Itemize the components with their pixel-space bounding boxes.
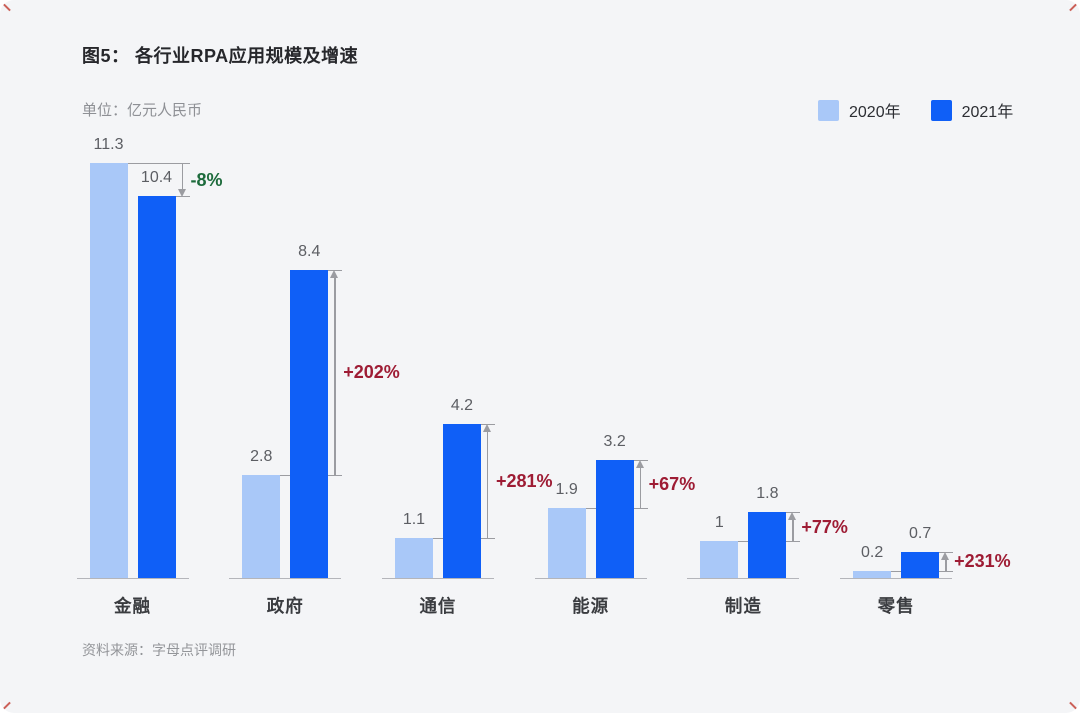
category-label-government: 政府: [266, 596, 304, 616]
growth-arrowhead-icon: [177, 189, 186, 198]
value-label-2020-manufacturing: 1: [714, 514, 724, 532]
source-note: 资料来源：字母点评调研: [82, 642, 236, 658]
bar-2020-telecom: [394, 537, 433, 578]
category-label-energy: 能源: [572, 596, 610, 616]
growth-arrow-government: [334, 276, 336, 476]
axis-baseline-finance: [76, 578, 189, 579]
legend-label-2021: 2021年: [961, 104, 1014, 121]
axis-baseline-government: [229, 578, 342, 579]
value-label-2021-retail: 0.7: [908, 525, 932, 543]
legend-swatch-2020-icon: [818, 99, 839, 121]
growth-label-manufacturing: +77%: [801, 516, 848, 537]
bar-2020-retail: [853, 570, 892, 578]
growth-arrowhead-icon: [635, 460, 644, 469]
legend-item-2021: 2021年: [930, 98, 1014, 122]
bar-2020-energy: [547, 508, 586, 578]
growth-label-government: +202%: [343, 362, 400, 383]
growth-arrow-manufacturing: [792, 518, 794, 542]
value-label-2020-retail: 0.2: [860, 543, 884, 561]
bar-2021-government: [290, 269, 329, 578]
category-label-finance: 金融: [114, 596, 151, 616]
legend-swatch-2021-icon: [930, 99, 952, 121]
growth-arrowhead-icon: [482, 423, 491, 432]
bar-2020-government: [242, 475, 281, 578]
axis-baseline-manufacturing: [687, 578, 800, 579]
growth-label-finance: -8%: [190, 169, 223, 190]
value-label-2021-telecom: 4.2: [450, 396, 474, 414]
category-label-manufacturing: 制造: [724, 596, 762, 616]
growth-label-telecom: +281%: [495, 470, 553, 491]
bar-2021-retail: [901, 552, 940, 578]
growth-label-energy: +67%: [648, 474, 696, 495]
growth-arrow-retail: [945, 559, 947, 571]
growth-arrow-finance: [181, 163, 183, 190]
axis-baseline-telecom: [381, 578, 494, 579]
bar-2021-energy: [595, 460, 634, 578]
value-label-2021-finance: 10.4: [140, 169, 173, 187]
bar-2021-manufacturing: [748, 511, 787, 578]
growth-arrow-energy: [639, 467, 642, 509]
growth-arrowhead-icon: [330, 269, 339, 278]
category-label-retail: 零售: [877, 596, 915, 616]
value-label-2021-energy: 3.2: [603, 433, 626, 451]
legend-item-2020: 2020年: [818, 98, 901, 122]
legend-label-2020: 2020年: [849, 104, 901, 121]
value-label-2020-energy: 1.9: [555, 481, 578, 499]
category-label-telecom: 通信: [419, 596, 457, 616]
axis-baseline-retail: [840, 578, 953, 579]
value-label-2021-manufacturing: 1.8: [756, 484, 779, 502]
bar-2021-finance: [137, 196, 176, 578]
growth-line-high-finance: [127, 163, 190, 164]
unit-label: 单位：亿元人民币: [82, 102, 203, 119]
growth-label-retail: +231%: [954, 551, 1011, 572]
value-label-2021-government: 8.4: [298, 242, 321, 260]
growth-arrowhead-icon: [788, 511, 797, 520]
value-label-2020-finance: 11.3: [93, 136, 124, 153]
growth-arrowhead-icon: [941, 552, 950, 561]
value-label-2020-government: 2.8: [250, 448, 273, 466]
growth-arrow-telecom: [486, 430, 489, 538]
chart-title: 图5： 各行业RPA应用规模及增速: [82, 46, 359, 66]
bar-2021-telecom: [442, 423, 481, 578]
legend: 2020年 2021年: [818, 98, 1013, 122]
bar-2020-manufacturing: [700, 541, 739, 578]
axis-baseline-energy: [534, 578, 647, 579]
bar-2020-finance: [89, 163, 128, 578]
value-label-2020-telecom: 1.1: [402, 510, 426, 528]
